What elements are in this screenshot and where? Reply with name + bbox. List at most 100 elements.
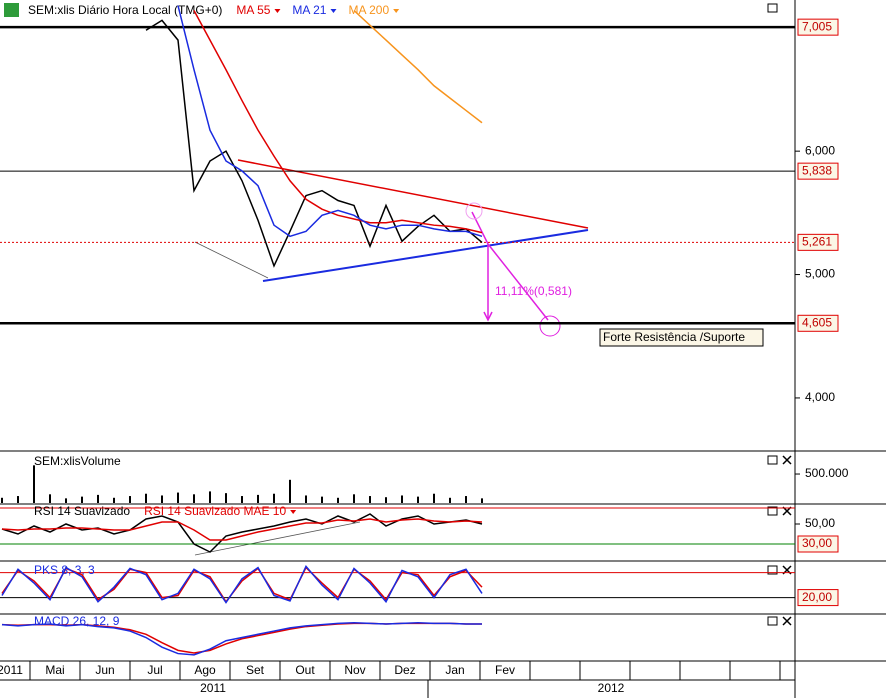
legend-dropdown — [393, 9, 400, 13]
x-tick-label: Fev — [495, 663, 515, 677]
level-label-box — [797, 18, 839, 36]
x-tick-label: Ago — [194, 663, 216, 677]
bar — [113, 497, 115, 503]
close-button[interactable] — [782, 616, 792, 626]
maximize-button[interactable] — [767, 616, 778, 626]
x-tick-label: Dez — [394, 663, 415, 677]
maximize-button[interactable] — [767, 506, 778, 516]
x-tick-label: Jan — [445, 663, 464, 677]
annotation-box — [599, 328, 764, 347]
level-label-box — [797, 233, 839, 251]
y-tick-label: 6,000 — [805, 143, 835, 157]
level-label: 30,00 — [802, 536, 832, 550]
x-tick-label: Mai — [45, 663, 64, 677]
level-label: 4,605 — [802, 315, 832, 329]
bar — [481, 498, 483, 503]
panel-title: SEM:xlis Diário Hora Local (TMG+0) — [28, 3, 222, 17]
bar — [33, 465, 35, 503]
level-label: 20,00 — [802, 590, 832, 604]
bar — [353, 494, 355, 503]
close-button[interactable] — [782, 455, 792, 465]
y-tick-label: 4,000 — [805, 390, 835, 404]
bar — [273, 493, 275, 503]
level-label: 5,838 — [802, 163, 832, 177]
icon[interactable] — [4, 3, 19, 17]
bar — [49, 494, 51, 503]
bar — [81, 496, 83, 503]
bar — [369, 496, 371, 503]
y-tick-label: 5,000 — [805, 267, 835, 281]
marker-circle — [465, 202, 483, 220]
x-tick-label: Out — [295, 663, 315, 677]
marker-circle — [539, 315, 561, 337]
bar — [209, 491, 211, 503]
x-tick-label: 2011 — [0, 663, 23, 677]
bar — [289, 479, 291, 503]
series-line — [177, 5, 483, 238]
y-tick-label: 50,00 — [805, 516, 835, 530]
bar — [385, 497, 387, 503]
bar — [257, 494, 259, 503]
level-label: 7,005 — [802, 19, 832, 33]
series-line — [1, 513, 483, 553]
bar — [449, 497, 451, 503]
legend-entry: MA 55 — [236, 3, 270, 17]
bar — [241, 496, 243, 503]
trendline — [194, 241, 269, 279]
series-line — [1, 621, 482, 656]
x-tick-label: Set — [246, 663, 265, 677]
maximize-button[interactable] — [767, 3, 778, 13]
legend-entry: RSI 14 Suavizado MAE 10 — [144, 504, 286, 518]
y-tick-label: 500.000 — [805, 466, 849, 480]
year-label: 2011 — [200, 681, 226, 695]
bar — [321, 496, 323, 503]
x-tick-label: Jul — [147, 663, 162, 677]
annotation: 11,11%(0,581) — [495, 284, 572, 298]
panel-controls — [767, 3, 792, 626]
bar — [417, 496, 419, 503]
series-line — [1, 518, 483, 541]
bar — [161, 495, 163, 503]
bar — [337, 497, 339, 503]
trendline — [194, 521, 361, 556]
bar — [145, 493, 147, 503]
series-line — [145, 19, 483, 268]
trendline — [262, 229, 589, 282]
x-tick-label: Nov — [344, 663, 365, 677]
level-label-box — [797, 314, 839, 332]
legend-dropdown — [330, 9, 337, 13]
panel-title: RSI 14 Suavizado — [34, 504, 130, 518]
arrow — [471, 211, 489, 245]
maximize-button[interactable] — [767, 565, 778, 575]
bar — [1, 497, 3, 503]
level-label-box — [797, 535, 839, 553]
panel-title: SEM:xlisVolume — [34, 454, 121, 468]
bar — [225, 493, 227, 503]
bar — [401, 495, 403, 503]
arrow-head — [483, 311, 493, 322]
level-label-box — [797, 589, 839, 607]
bar — [177, 492, 179, 503]
annotation: Forte Resistência /Suporte — [603, 330, 745, 344]
bar — [97, 494, 99, 503]
legend-dropdown — [290, 510, 297, 514]
maximize-button[interactable] — [767, 455, 778, 465]
bar — [65, 498, 67, 503]
bar — [433, 493, 435, 503]
series-line — [353, 9, 483, 124]
bar — [129, 496, 131, 503]
arrow — [487, 243, 549, 321]
year-label: 2012 — [598, 681, 625, 695]
series-line — [193, 10, 483, 234]
bar — [193, 494, 195, 503]
bar — [465, 496, 467, 503]
x-tick-label: Jun — [95, 663, 114, 677]
bar — [17, 496, 19, 503]
level-label: 5,261 — [802, 235, 832, 249]
series-line — [1, 566, 483, 604]
legend-entry: MA 21 — [292, 3, 326, 17]
series-line — [1, 564, 483, 604]
level-label-box — [797, 162, 839, 180]
